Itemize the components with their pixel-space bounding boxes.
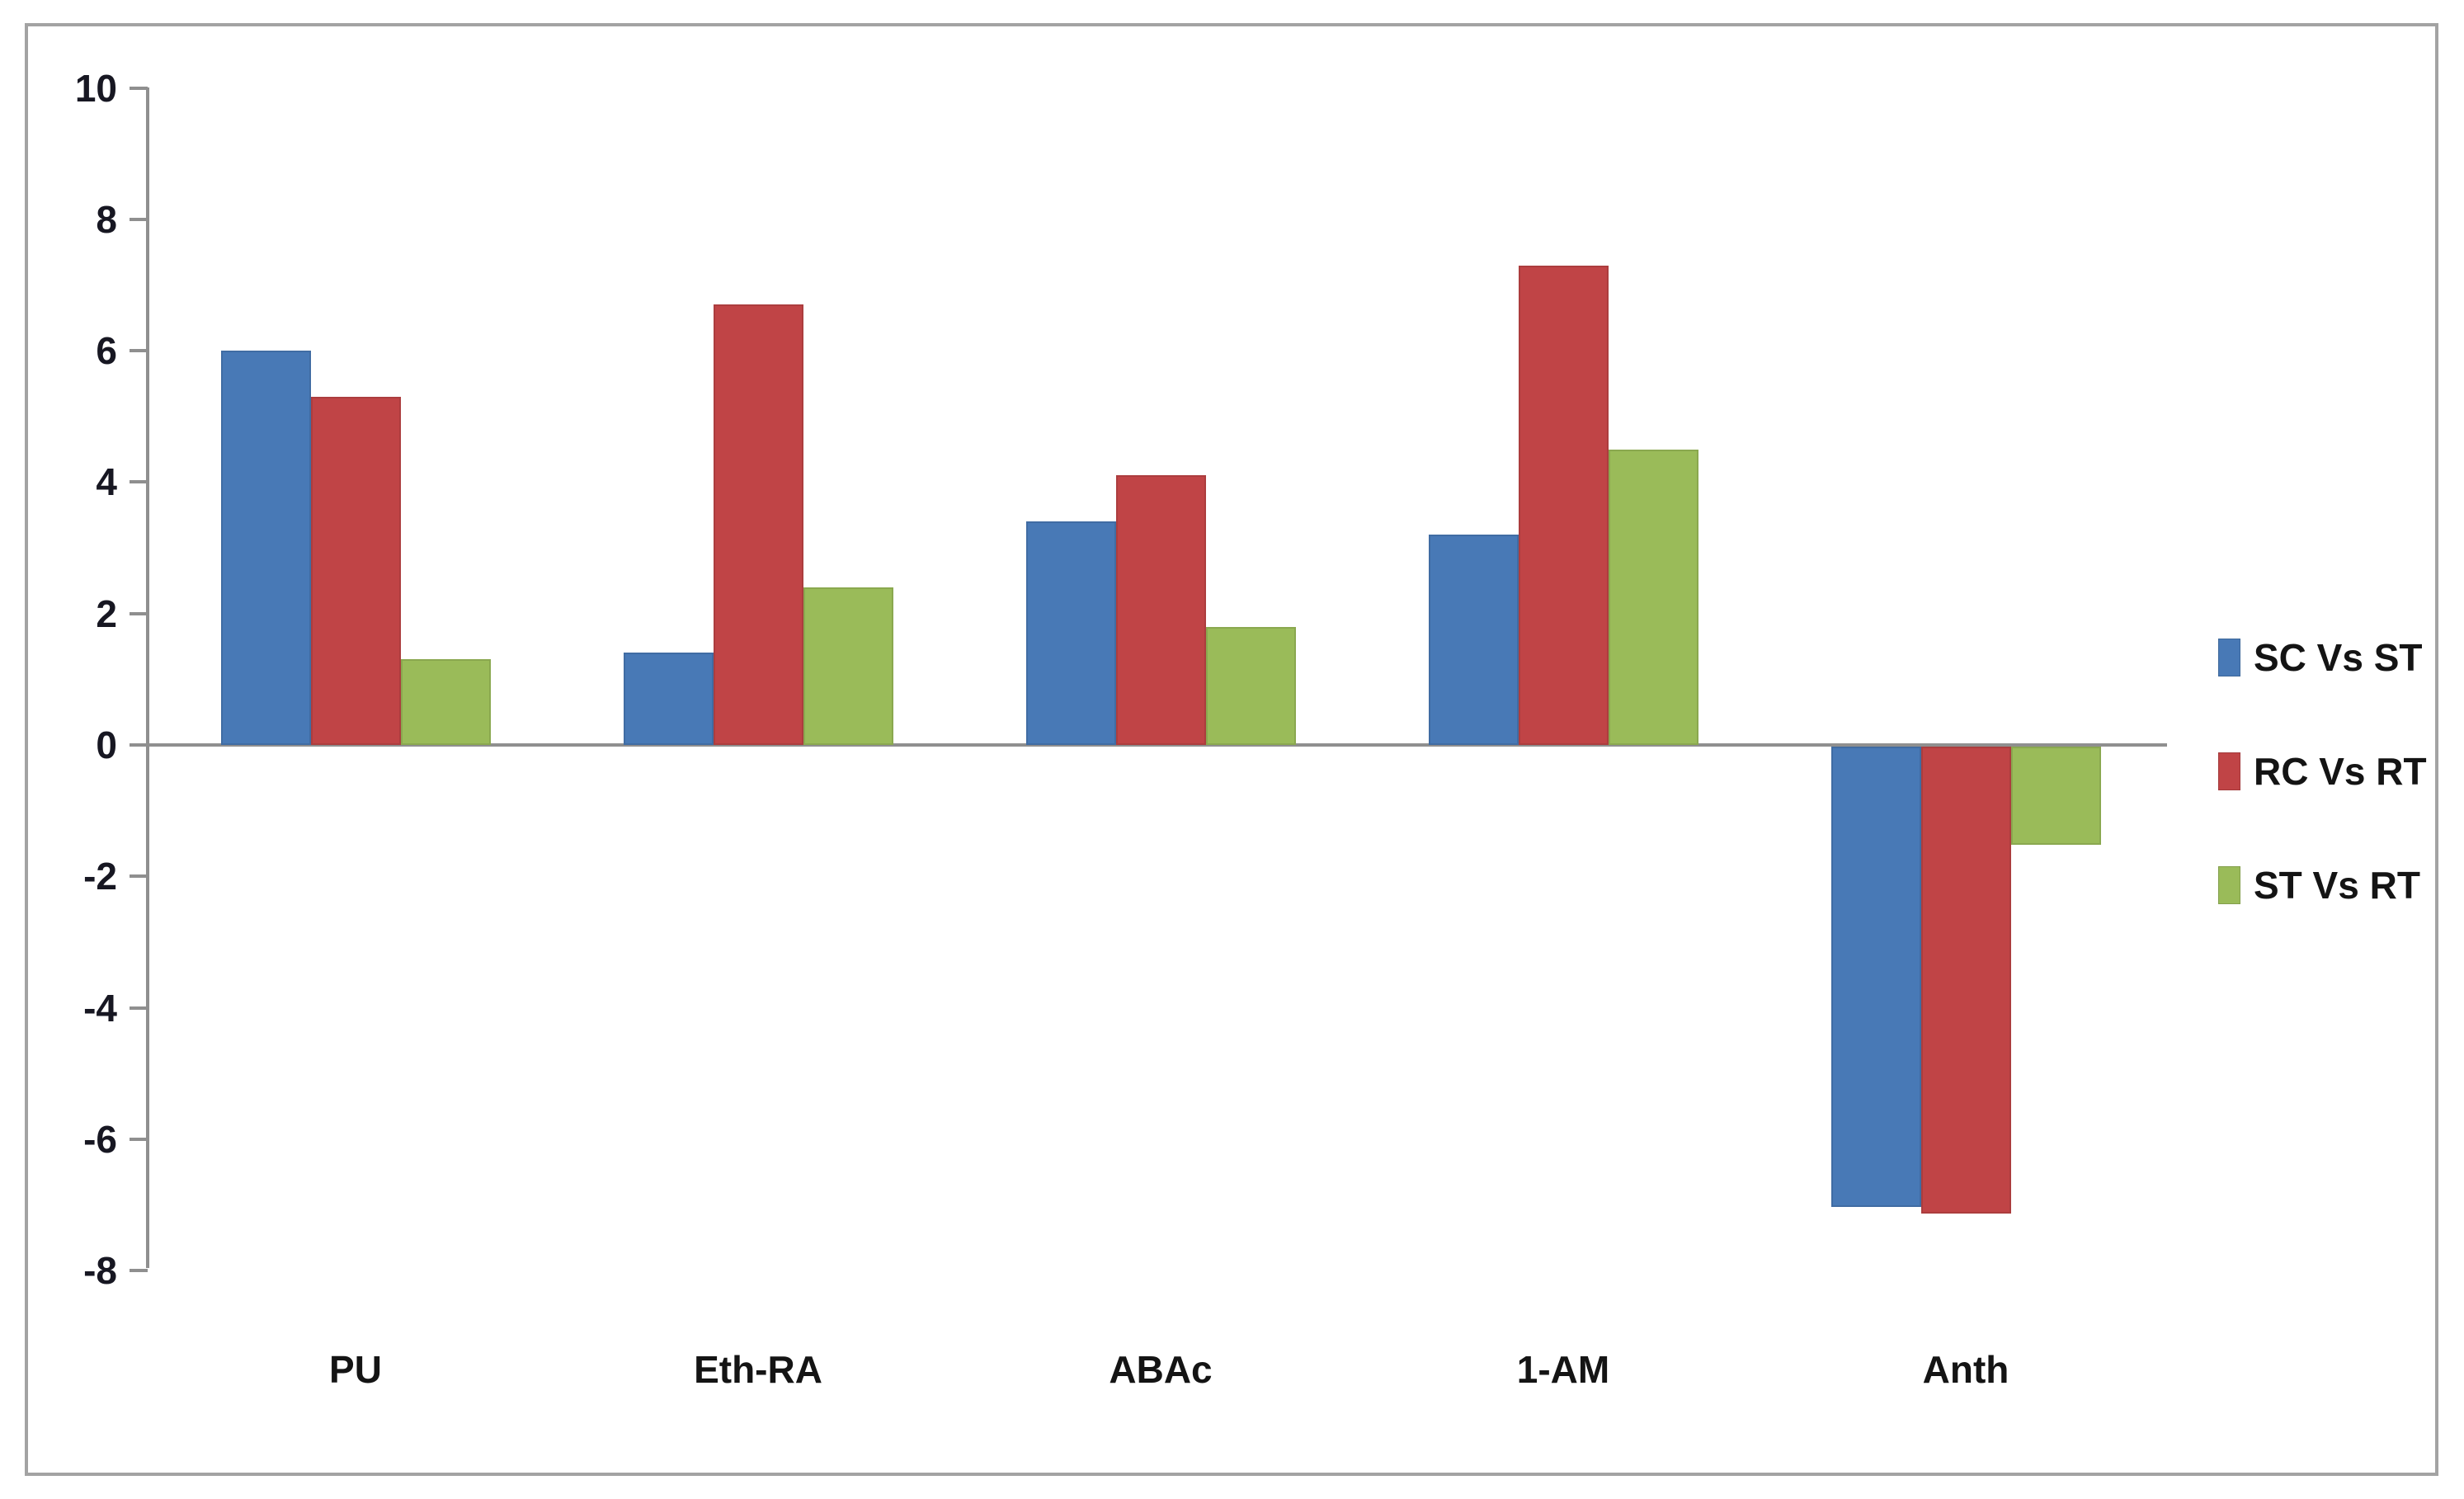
x-category-label: ABAc	[1109, 1348, 1213, 1391]
x-category-label: PU	[329, 1348, 382, 1391]
y-axis-tick	[130, 349, 148, 353]
y-axis-line	[146, 87, 149, 1268]
y-axis-tick	[130, 1006, 148, 1010]
y-tick-label: 2	[96, 592, 117, 635]
y-axis-tick	[130, 743, 148, 747]
legend-swatch-icon	[2218, 639, 2240, 676]
legend-item-sc-vs-st: SC Vs ST	[2218, 634, 2427, 681]
legend-label: ST Vs RT	[2254, 864, 2420, 907]
y-axis-tick	[130, 611, 148, 615]
y-tick-label: -6	[83, 1117, 117, 1161]
bar-st-vs-rt-anth	[2010, 747, 2101, 846]
y-tick-label: 0	[96, 724, 117, 766]
legend-item-rc-vs-rt: RC Vs RT	[2218, 747, 2427, 795]
bar-st-vs-rt-abac	[1205, 626, 1296, 745]
bar-rc-vs-rt-pu	[310, 396, 401, 745]
bar-st-vs-rt-1-am	[1608, 449, 1698, 745]
bar-st-vs-rt-pu	[400, 659, 491, 745]
y-tick-label: 8	[96, 197, 117, 241]
legend: SC Vs ST RC Vs RT ST Vs RT	[2218, 634, 2427, 909]
legend-swatch-icon	[2218, 866, 2240, 904]
y-axis-tick	[130, 86, 148, 90]
y-axis-tick	[130, 1269, 148, 1273]
y-tick-label: -2	[83, 855, 117, 898]
bar-sc-vs-st-1-am	[1428, 535, 1519, 745]
bar-rc-vs-rt-abac	[1115, 475, 1206, 745]
y-tick-label: 10	[74, 66, 117, 110]
y-tick-label: -4	[83, 986, 117, 1030]
legend-swatch-icon	[2218, 752, 2240, 790]
x-category-label: Eth-RA	[694, 1348, 822, 1391]
legend-item-st-vs-rt: ST Vs RT	[2218, 861, 2427, 909]
bar-sc-vs-st-abac	[1025, 521, 1116, 745]
chart-border: 10 8 6 4 2 0 -2 -4 -6 -8 PU Eth-RA ABAc 1-AM Anth SC V…	[25, 23, 2438, 1476]
y-tick-label: -8	[83, 1249, 117, 1293]
bar-sc-vs-st-anth	[1830, 747, 1921, 1207]
bar-st-vs-rt-eth-ra	[803, 587, 893, 745]
bar-rc-vs-rt-1-am	[1518, 265, 1609, 745]
plot-area: 10 8 6 4 2 0 -2 -4 -6 -8 PU Eth-RA ABAc 1-AM Anth	[28, 26, 2435, 1473]
y-axis-tick	[130, 874, 148, 879]
legend-label: SC Vs ST	[2254, 636, 2423, 679]
legend-label: RC Vs RT	[2254, 750, 2427, 793]
bar-sc-vs-st-pu	[220, 351, 311, 745]
x-category-label: Anth	[1922, 1348, 2009, 1391]
y-axis-tick	[130, 1137, 148, 1141]
y-axis-tick	[130, 480, 148, 484]
x-category-label: 1-AM	[1516, 1348, 1610, 1391]
y-axis-tick	[130, 217, 148, 221]
bar-rc-vs-rt-anth	[1920, 747, 2011, 1214]
bar-sc-vs-st-eth-ra	[623, 653, 714, 745]
bar-rc-vs-rt-eth-ra	[713, 304, 803, 745]
y-tick-label: 6	[96, 329, 117, 373]
y-tick-label: 4	[96, 460, 117, 504]
zero-baseline	[148, 743, 2167, 747]
